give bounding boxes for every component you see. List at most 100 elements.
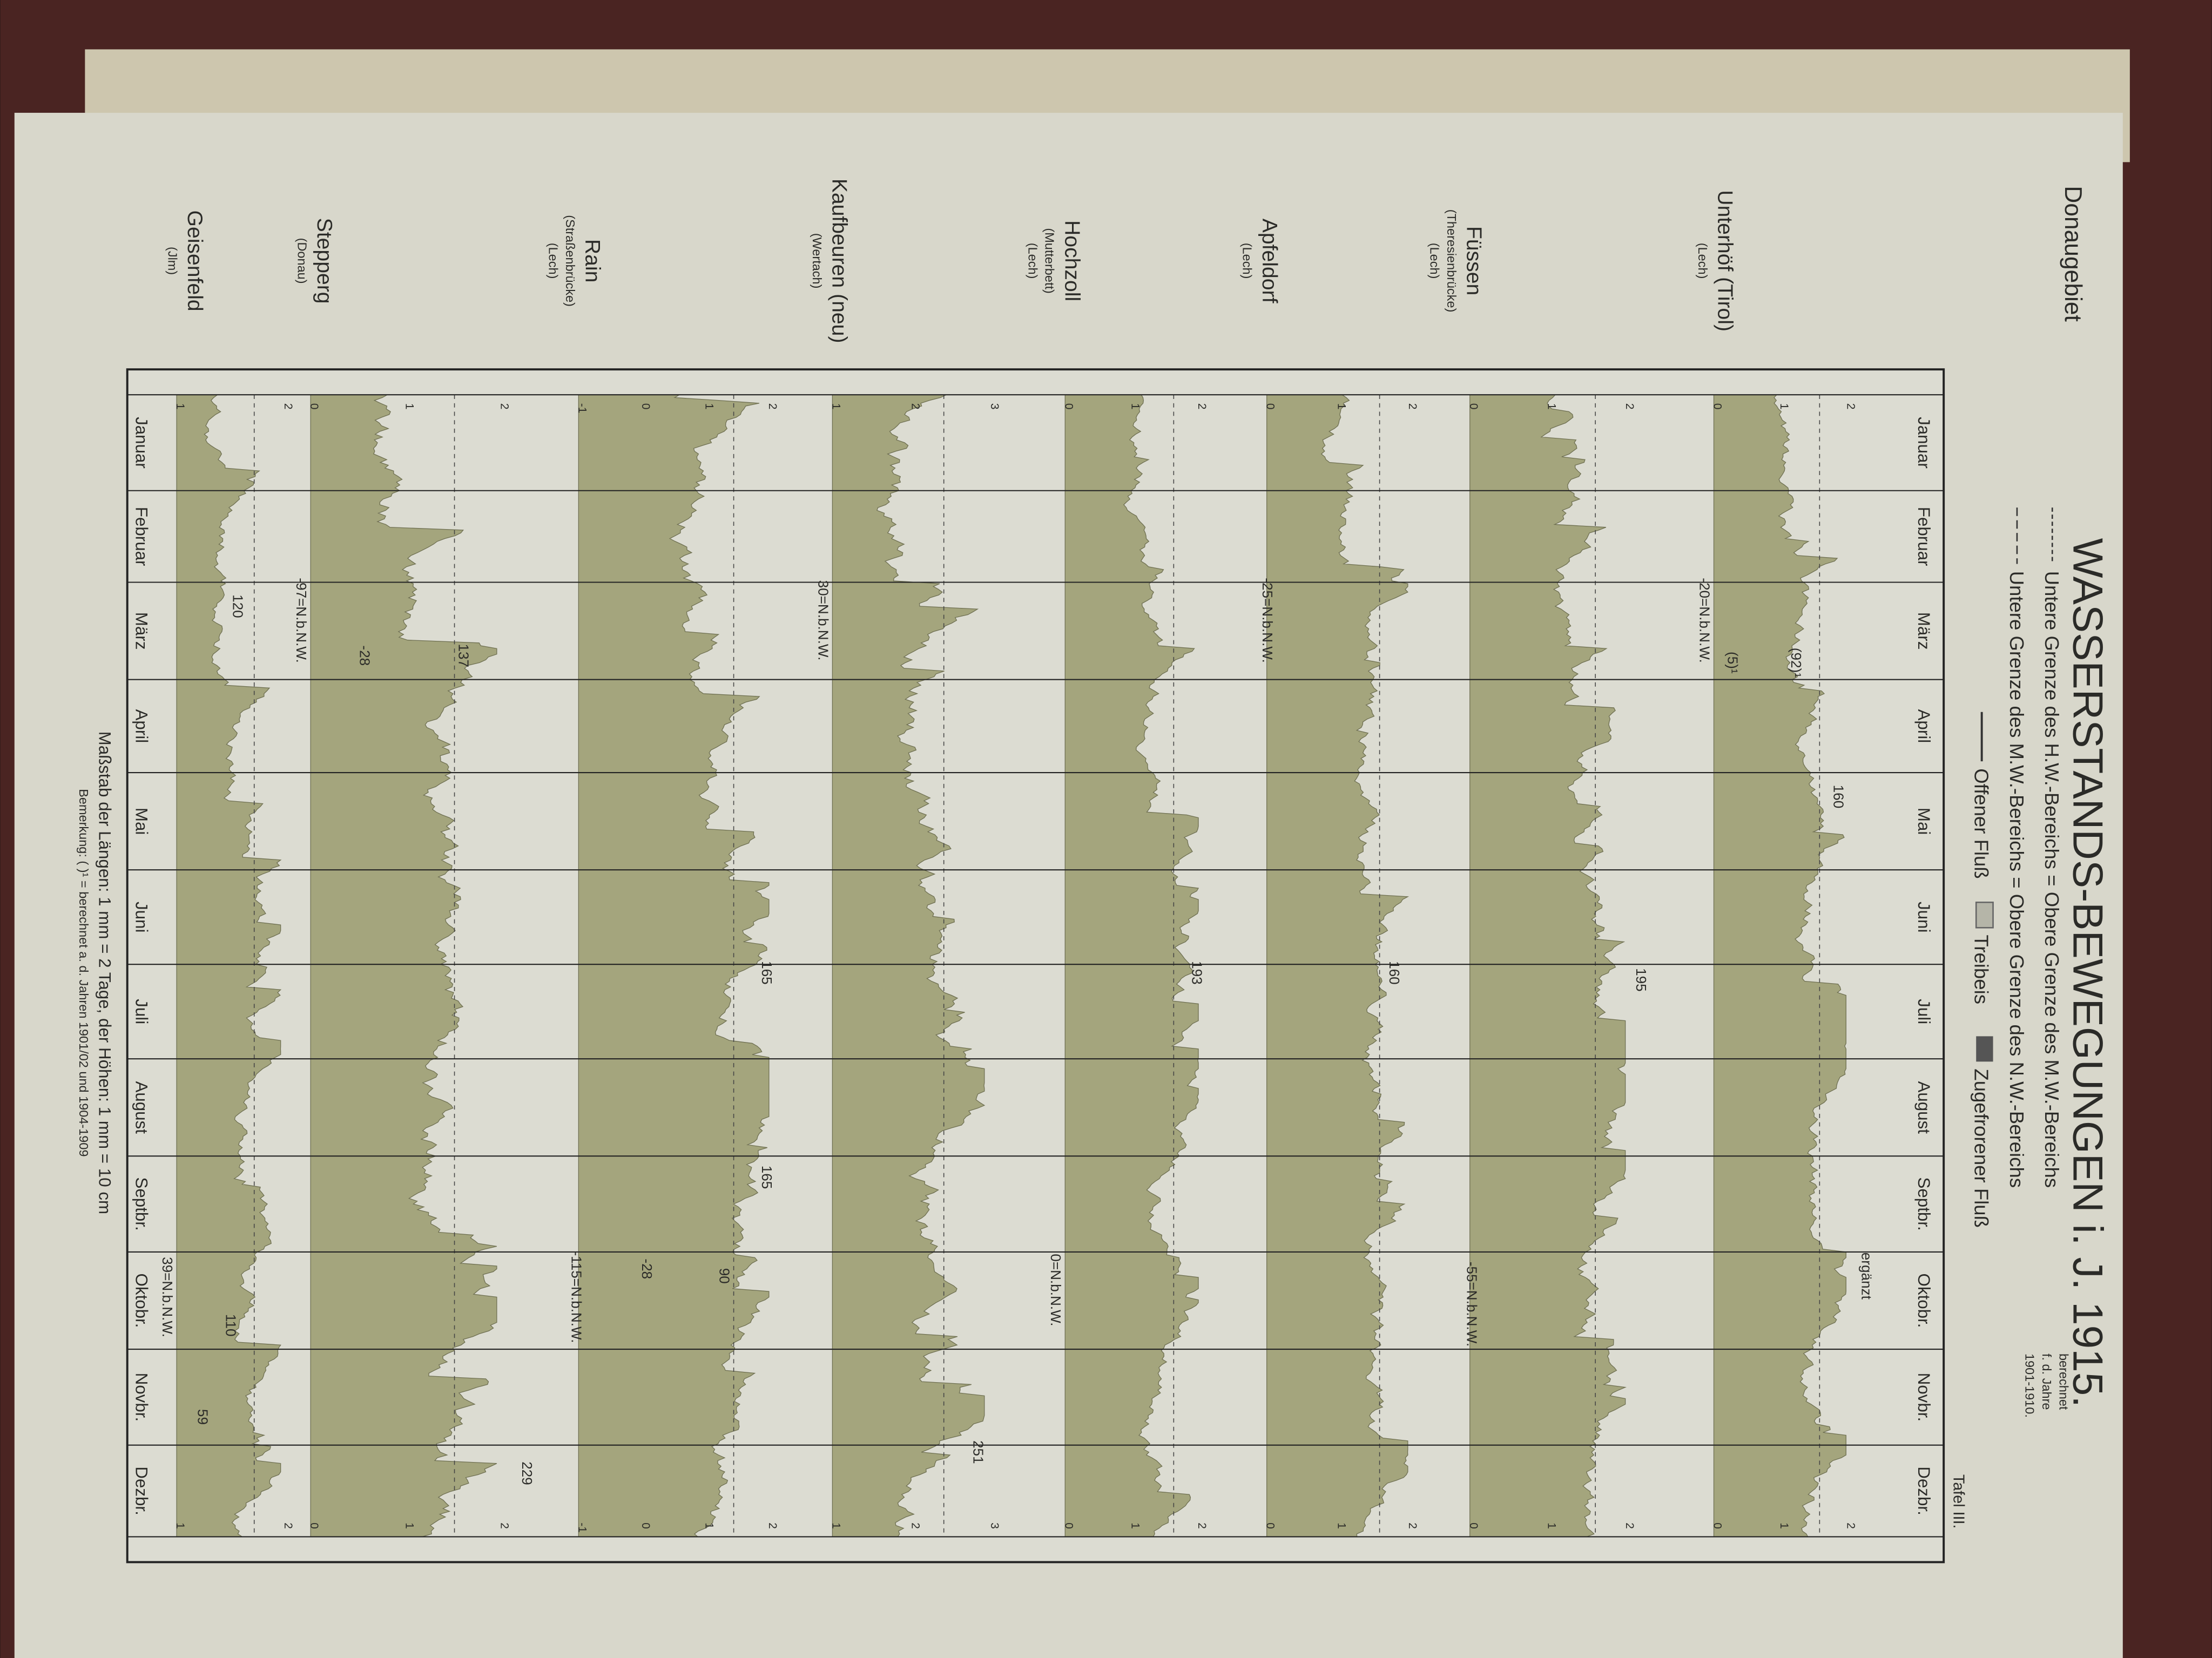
station-name: Kaufbeuren (neu) <box>827 179 851 343</box>
month-label: Mai <box>1914 808 1933 835</box>
region: Donaugebiet <box>2060 186 2086 322</box>
scale-label: 1 <box>1545 403 1557 410</box>
legend-swatch-drift <box>1975 901 1994 929</box>
annotation: 30=N.b.N.W. <box>815 580 831 661</box>
month-label: Oktobr. <box>132 1274 151 1328</box>
scale-label: 1 <box>1335 1522 1347 1529</box>
legend-note: f. d. Jahre <box>2040 1354 2054 1410</box>
month-label: Novbr. <box>132 1373 151 1422</box>
station-river: (Lech) <box>1696 243 1710 279</box>
scale-label: 1 <box>174 403 186 410</box>
station-river: (Theresienbrücke) <box>1445 209 1459 313</box>
annotation: 165 <box>759 1166 775 1189</box>
scale-label: 2 <box>909 403 921 410</box>
scale-label: 2 <box>1406 403 1419 410</box>
scale-label: 2 <box>1406 1522 1419 1529</box>
annotation: 195 <box>1633 968 1649 992</box>
scale-label: 1 <box>1545 1522 1557 1529</box>
scale-label: 3 <box>988 403 1001 410</box>
month-label: Septbr. <box>1914 1177 1933 1230</box>
scale-label: 2 <box>498 403 511 410</box>
scale-label: 1 <box>403 1522 415 1529</box>
month-label: August <box>1914 1081 1933 1134</box>
scale-label: 0 <box>308 1522 320 1529</box>
scale-label: 1 <box>830 1522 842 1529</box>
station-name: Unterhöf (Tirol) <box>1713 190 1736 331</box>
scale-label: 1 <box>1335 403 1347 410</box>
legend-note: berechnet <box>2056 1354 2071 1410</box>
month-label: Juli <box>1914 999 1933 1024</box>
station-river: (Donau) <box>295 238 309 284</box>
month-label: Mai <box>132 808 151 835</box>
annotation: 160 <box>1386 961 1402 985</box>
scale-label: 2 <box>766 1522 779 1529</box>
month-label: Juli <box>132 999 151 1024</box>
month-label: Dezbr. <box>1914 1466 1933 1515</box>
scale-label: 2 <box>909 1522 921 1529</box>
legend-item: Offener Fluß <box>1971 768 1993 878</box>
month-label: Januar <box>132 417 151 469</box>
annotation: 160 <box>1830 785 1846 809</box>
annotation: 59 <box>194 1409 211 1425</box>
station-river: (Wertach) <box>810 233 824 289</box>
month-label: April <box>1914 709 1933 743</box>
scale-label: 2 <box>1196 403 1208 410</box>
month-label: März <box>132 612 151 650</box>
title: WASSERSTANDS-BEWEGUNGEN i. J. 1915. <box>2064 538 2112 1407</box>
annotation: (92)¹ <box>1788 648 1804 678</box>
legend-item: Zugefrorener Fluß <box>1971 1068 1993 1228</box>
station-river: (Lech) <box>546 243 560 279</box>
remark: Bemerkung: ( )¹ = berechnet a. d. Jahren… <box>77 789 91 1156</box>
legend-item: Treibeis <box>1971 935 1993 1004</box>
legend-swatch-frozen <box>1976 1036 1993 1062</box>
scale-label: 0 <box>1264 1522 1277 1529</box>
scale-label: 0 <box>1062 403 1075 410</box>
hydrograph <box>1469 394 1627 1538</box>
month-label: Februar <box>132 507 151 566</box>
scale-label: 1 <box>1129 403 1142 410</box>
station-river: (Lech) <box>1026 243 1040 279</box>
station-river: (Mutterbett) <box>1043 228 1057 293</box>
scale-label: 0 <box>1062 1522 1075 1529</box>
month-label: Oktobr. <box>1914 1274 1933 1328</box>
annotation: (5)¹ <box>1725 652 1741 674</box>
scale-label: 0 <box>1711 1522 1724 1529</box>
annotation: 165 <box>759 961 775 985</box>
scale-label: 0 <box>1711 403 1724 410</box>
scale-label: 2 <box>1623 403 1636 410</box>
station-river: (Jlm) <box>165 247 179 275</box>
hydrograph <box>176 394 282 1538</box>
scale-note: Maßstab der Längen: 1 mm = 2 Tage, der H… <box>95 732 114 1214</box>
scale-label: -1 <box>576 403 588 414</box>
legend-text: Untere Grenze des M.W.-Bereichs = Obere … <box>2006 571 2028 1188</box>
month-label: Novbr. <box>1914 1373 1933 1422</box>
month-label: Juni <box>132 902 151 932</box>
month-label: April <box>132 709 151 743</box>
scale-label: 0 <box>308 403 320 410</box>
annotation: -25=N.b.N.W. <box>1259 578 1276 662</box>
scale-label: 0 <box>639 1522 652 1529</box>
month-label: Januar <box>1914 417 1933 469</box>
annotation: 229 <box>519 1461 535 1485</box>
station-name: Stepperg <box>313 218 336 304</box>
rotated-plate: WASSERSTANDS-BEWEGUNGEN i. J. 1915. Tafe… <box>77 179 2112 1564</box>
station-river: (Lech) <box>1240 243 1254 279</box>
scale-label: 1 <box>703 1522 715 1529</box>
scale-label: 2 <box>1623 1522 1636 1529</box>
station-name: Apfeldorf <box>1258 219 1281 303</box>
station-name: Rain <box>581 239 604 283</box>
hydrograph <box>1266 394 1410 1538</box>
scale-label: 0 <box>1467 1522 1480 1529</box>
month-label: Dezbr. <box>132 1466 151 1515</box>
scale-label: 2 <box>766 403 779 410</box>
station-name: Füssen <box>1462 226 1486 295</box>
annotation: 0=N.b.N.W. <box>1048 1254 1064 1326</box>
annotation: 120 <box>230 594 246 618</box>
month-label: Februar <box>1914 507 1933 566</box>
station-river: (Straßenbrücke) <box>563 215 577 307</box>
annotation: ergänzt <box>1859 1253 1875 1300</box>
annotation: 110 <box>222 1314 239 1337</box>
scale-label: 0 <box>639 403 652 410</box>
scale-label: 2 <box>282 1522 294 1529</box>
